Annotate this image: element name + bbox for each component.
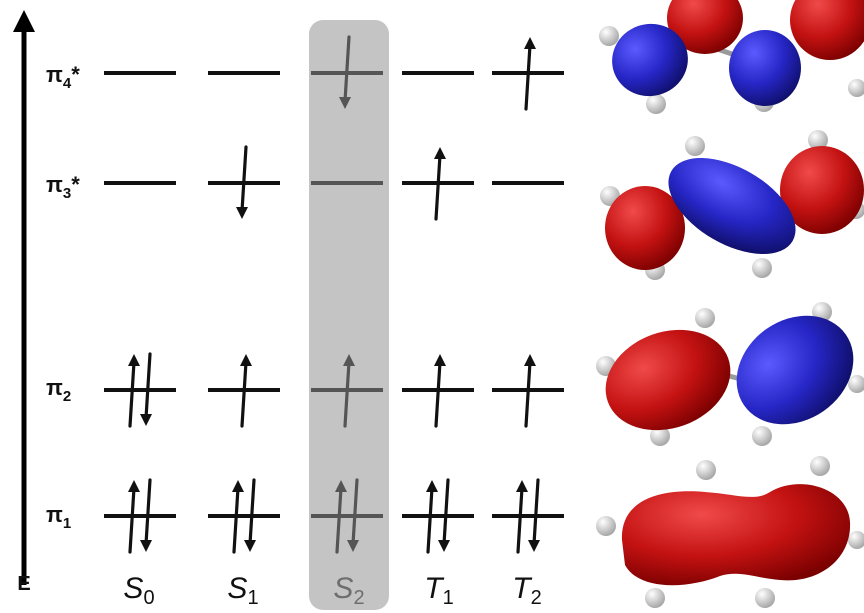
electron-s1-pi2-up-head <box>240 354 252 366</box>
electron-s0-pi1-down-shaft <box>144 478 152 546</box>
electron-s2-pi4-down-shaft <box>343 35 351 103</box>
orbital-label-pi4: π4* <box>46 62 80 92</box>
electron-s2-pi1-up-shaft <box>335 486 343 554</box>
electron-s1-pi1-up-shaft <box>232 486 240 554</box>
s2-highlight-band <box>309 20 389 610</box>
electron-t1-pi1-up-shaft <box>426 486 434 554</box>
electron-s2-pi2-up-head <box>343 354 355 366</box>
energy-axis-label: E <box>17 573 30 595</box>
orbital-labels: π4* π3* π2 π1 <box>46 62 80 532</box>
electron-s2-pi4-down-head <box>339 97 351 109</box>
orbital-label-pi2: π2 <box>46 375 71 405</box>
electron-t2-pi4-up-shaft <box>524 43 532 111</box>
electron-t1-pi1-down-shaft <box>442 478 450 546</box>
orbital-image-pi1 <box>596 456 864 608</box>
electron-s1-pi3-down-head <box>236 207 248 219</box>
electron-s0-pi2-up-shaft <box>128 360 136 428</box>
electron-t1-pi2-up-shaft <box>434 360 442 428</box>
state-label-s1: S1 <box>227 572 258 609</box>
electron-s1-pi1-up-head <box>232 480 244 492</box>
electron-t1-pi1-up-head <box>426 480 438 492</box>
electron-s1-pi1-down-head <box>244 540 256 552</box>
state-label-s2: S2 <box>333 572 364 609</box>
electron-s2-pi1-up-head <box>335 480 347 492</box>
electron-t2-pi2-up-shaft <box>524 360 532 428</box>
electron-t1-pi1-down-head <box>438 540 450 552</box>
state-label-t2: T2 <box>512 572 541 609</box>
orbital-image-pi3 <box>600 130 864 280</box>
electron-t1-pi3-up-head <box>434 147 446 159</box>
electron-s1-pi1-down-shaft <box>248 478 256 546</box>
electron-t2-pi2-up-head <box>524 354 536 366</box>
electron-s1-pi2-up-shaft <box>240 360 248 428</box>
electron-s0-pi2-down-head <box>140 414 152 426</box>
electron-s0-pi2-up-head <box>128 354 140 366</box>
electron-s0-pi1-up-shaft <box>128 486 136 554</box>
electron-s0-pi1-up-head <box>128 480 140 492</box>
electron-s1-pi3-down-shaft <box>240 145 248 213</box>
electron-s2-pi1-down-shaft <box>351 478 359 546</box>
electron-t2-pi1-down-shaft <box>532 478 540 546</box>
electron-t1-pi2-up-head <box>434 354 446 366</box>
electron-t2-pi1-down-head <box>528 540 540 552</box>
state-label-s0: S0 <box>123 572 154 609</box>
electron-t2-pi1-up-shaft <box>516 486 524 554</box>
electron-s0-pi2-down-shaft <box>144 352 152 420</box>
electron-s0-pi1-down-head <box>140 540 152 552</box>
orbital-image-pi4 <box>599 0 864 114</box>
electron-t1-pi3-up-shaft <box>434 153 442 221</box>
electron-s2-pi1-down-head <box>347 540 359 552</box>
state-label-t1: T1 <box>424 572 453 609</box>
energy-axis-arrowhead <box>13 10 35 32</box>
orbital-label-pi3: π3* <box>46 172 80 202</box>
state-labels: S0 S1 S2 T1 T2 <box>123 572 541 609</box>
electron-t2-pi1-up-head <box>516 480 528 492</box>
orbital-label-pi1: π1 <box>46 502 71 532</box>
energy-levels <box>104 35 564 554</box>
electron-t2-pi4-up-head <box>524 37 536 49</box>
electron-s2-pi2-up-shaft <box>343 360 351 428</box>
orbital-isosurfaces <box>596 0 864 608</box>
orbital-image-pi2 <box>596 302 864 446</box>
